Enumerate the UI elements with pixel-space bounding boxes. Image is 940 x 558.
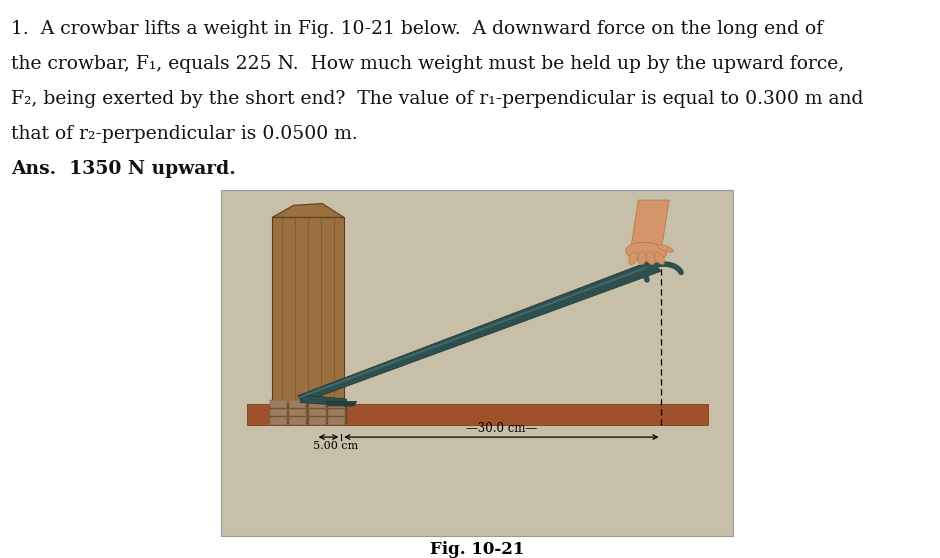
Polygon shape [273, 204, 344, 218]
Polygon shape [300, 395, 347, 406]
Polygon shape [326, 401, 356, 406]
Bar [328, 400, 345, 408]
Text: Fig. 10-21: Fig. 10-21 [430, 541, 525, 558]
Text: —30.0 cm—: —30.0 cm— [465, 422, 537, 435]
Polygon shape [631, 200, 669, 248]
Ellipse shape [654, 252, 665, 264]
Text: 1.  A crowbar lifts a weight in Fig. 10-21 below.  A downward force on the long : 1. A crowbar lifts a weight in Fig. 10-2… [11, 20, 823, 37]
Bar [308, 417, 326, 425]
Ellipse shape [647, 252, 655, 264]
Bar [273, 218, 344, 404]
Bar [270, 417, 287, 425]
Text: Ans.  1350 N upward.: Ans. 1350 N upward. [11, 160, 236, 178]
Text: 5.00 cm: 5.00 cm [313, 441, 358, 451]
Bar [328, 417, 345, 425]
Bar [289, 400, 306, 408]
Text: F₂, being exerted by the short end?  The value of r₁-perpendicular is equal to 0: F₂, being exerted by the short end? The … [11, 90, 864, 108]
Text: that of r₂-perpendicular is 0.0500 m.: that of r₂-perpendicular is 0.0500 m. [11, 125, 358, 143]
Bar [289, 408, 306, 416]
Bar [270, 406, 347, 423]
Ellipse shape [626, 242, 666, 262]
Ellipse shape [658, 245, 674, 252]
Bar [270, 400, 287, 408]
Polygon shape [298, 261, 661, 402]
Bar [289, 417, 306, 425]
Ellipse shape [629, 252, 638, 264]
Ellipse shape [638, 252, 646, 265]
Bar [308, 408, 326, 416]
Bar [308, 400, 326, 408]
Bar [246, 404, 708, 425]
Bar [221, 190, 733, 536]
Text: the crowbar, F₁, equals 225 N.  How much weight must be held up by the upward fo: the crowbar, F₁, equals 225 N. How much … [11, 55, 844, 73]
Bar [270, 408, 287, 416]
Bar [328, 408, 345, 416]
